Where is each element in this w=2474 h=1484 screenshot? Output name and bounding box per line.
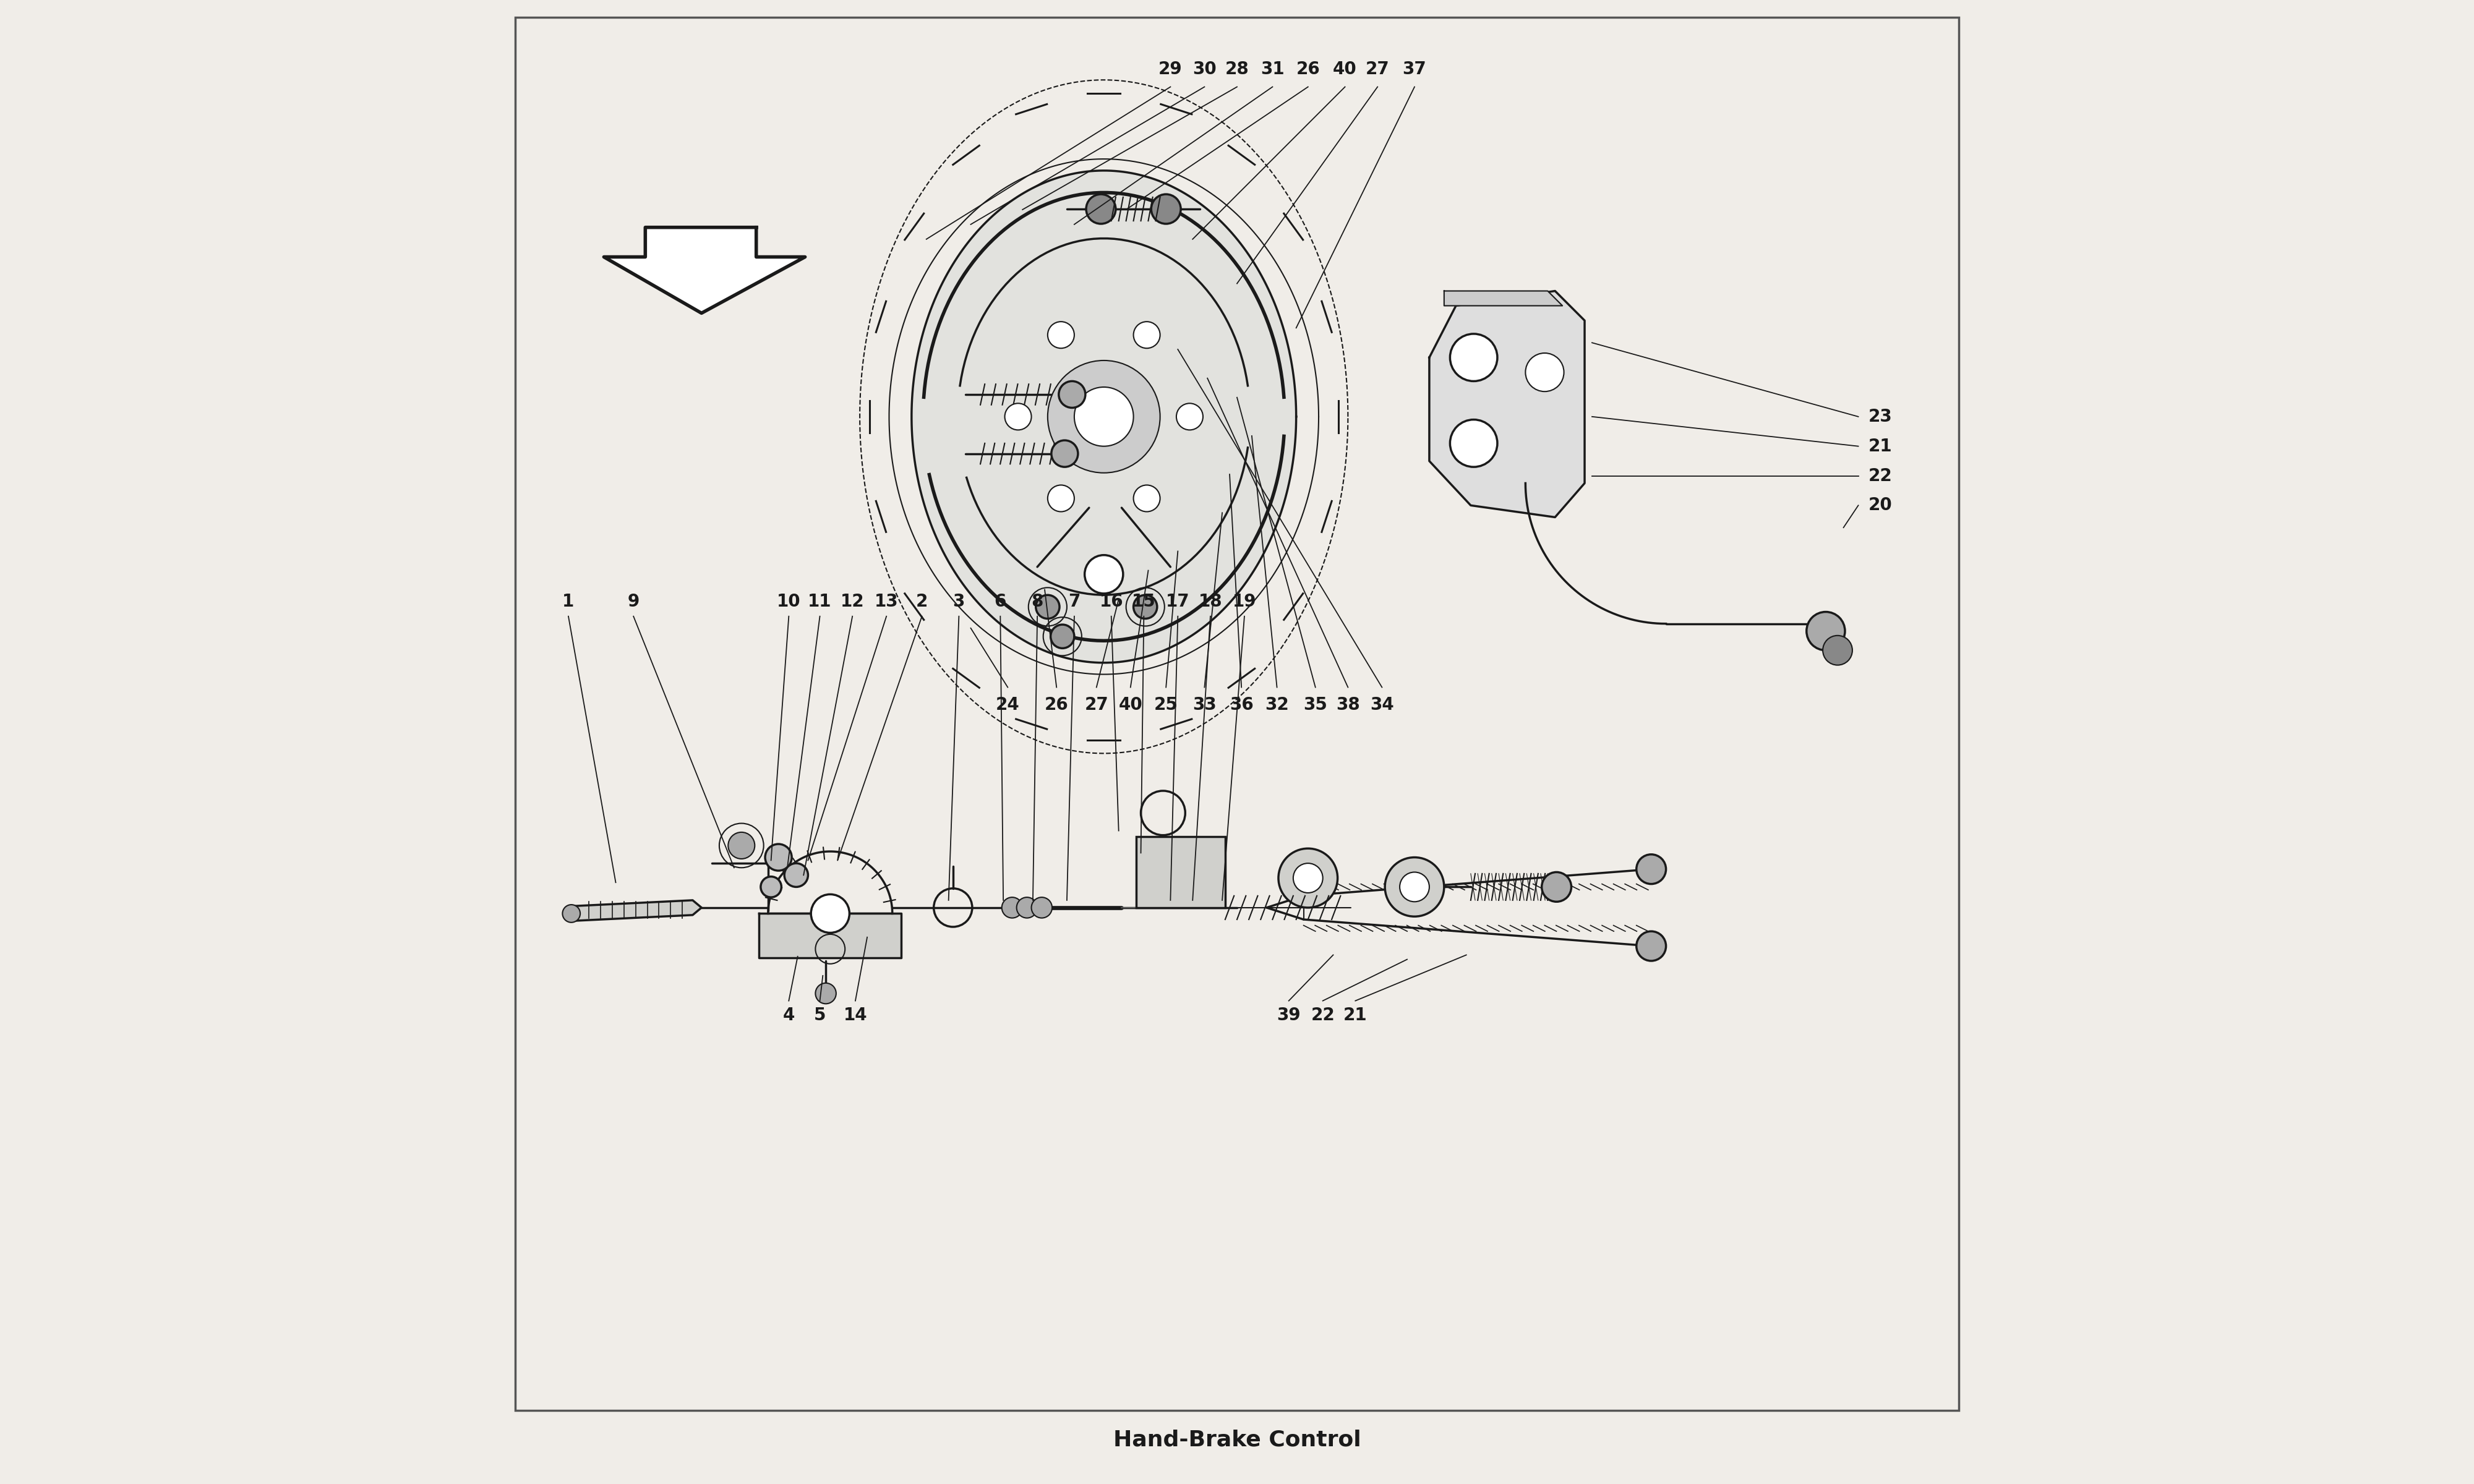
Circle shape (1037, 595, 1059, 619)
Circle shape (1806, 611, 1846, 650)
Polygon shape (1430, 291, 1586, 518)
Text: 19: 19 (1232, 592, 1257, 610)
Text: 10: 10 (777, 592, 802, 610)
Text: 16: 16 (1098, 592, 1123, 610)
Circle shape (1279, 849, 1338, 908)
Text: 24: 24 (995, 696, 1019, 714)
Text: 35: 35 (1304, 696, 1329, 714)
Circle shape (760, 877, 782, 898)
Text: 20: 20 (1868, 497, 1893, 513)
Circle shape (1541, 873, 1571, 902)
Text: 13: 13 (873, 592, 898, 610)
Text: 30: 30 (1192, 61, 1217, 77)
Circle shape (1047, 485, 1074, 512)
Circle shape (1385, 858, 1445, 917)
Circle shape (1133, 485, 1160, 512)
Text: 22: 22 (1868, 467, 1893, 484)
Circle shape (1450, 334, 1497, 381)
Text: 22: 22 (1311, 1008, 1336, 1024)
Polygon shape (604, 227, 804, 313)
Text: 6: 6 (995, 592, 1007, 610)
Text: 14: 14 (844, 1008, 868, 1024)
Text: 8: 8 (1032, 592, 1044, 610)
Text: 40: 40 (1118, 696, 1143, 714)
Text: 36: 36 (1230, 696, 1254, 714)
Circle shape (1175, 404, 1202, 430)
Circle shape (1074, 387, 1133, 447)
Circle shape (1004, 404, 1032, 430)
Text: 7: 7 (1069, 592, 1081, 610)
Text: 18: 18 (1197, 592, 1222, 610)
Circle shape (1133, 322, 1160, 349)
Text: 26: 26 (1044, 696, 1069, 714)
Text: 4: 4 (782, 1008, 794, 1024)
Polygon shape (1445, 291, 1564, 306)
Text: 5: 5 (814, 1008, 826, 1024)
Text: 37: 37 (1403, 61, 1427, 77)
Text: 27: 27 (1366, 61, 1390, 77)
Text: 34: 34 (1371, 696, 1393, 714)
Text: Hand-Brake Control: Hand-Brake Control (1113, 1429, 1361, 1450)
Text: 25: 25 (1153, 696, 1178, 714)
Text: 21: 21 (1343, 1008, 1368, 1024)
Circle shape (1400, 873, 1430, 902)
Text: 38: 38 (1336, 696, 1361, 714)
Text: 21: 21 (1868, 438, 1893, 456)
Text: 40: 40 (1333, 61, 1356, 77)
Text: 39: 39 (1277, 1008, 1301, 1024)
Circle shape (811, 895, 849, 933)
Polygon shape (571, 901, 703, 922)
Text: 12: 12 (841, 592, 863, 610)
Circle shape (1002, 898, 1022, 919)
Text: 28: 28 (1225, 61, 1249, 77)
Circle shape (816, 982, 836, 1003)
Bar (1136, 837, 1225, 908)
Polygon shape (760, 914, 901, 957)
Circle shape (1059, 381, 1086, 408)
Text: 27: 27 (1084, 696, 1108, 714)
Circle shape (1051, 441, 1079, 467)
Circle shape (1635, 932, 1665, 960)
Text: 33: 33 (1192, 696, 1217, 714)
Polygon shape (910, 171, 1296, 663)
Circle shape (1086, 194, 1116, 224)
Circle shape (1017, 898, 1037, 919)
Circle shape (1047, 361, 1160, 473)
Circle shape (764, 844, 792, 871)
Circle shape (1084, 555, 1123, 594)
Text: 2: 2 (915, 592, 928, 610)
Text: 29: 29 (1158, 61, 1183, 77)
Text: 17: 17 (1165, 592, 1190, 610)
Circle shape (1294, 864, 1324, 893)
Circle shape (1047, 322, 1074, 349)
Circle shape (1635, 855, 1665, 884)
Circle shape (1526, 353, 1564, 392)
Text: 11: 11 (809, 592, 831, 610)
Circle shape (1150, 194, 1180, 224)
Circle shape (1450, 420, 1497, 467)
Circle shape (1032, 898, 1051, 919)
Circle shape (784, 864, 809, 887)
Circle shape (1051, 625, 1074, 649)
Circle shape (562, 905, 581, 923)
Text: 23: 23 (1868, 408, 1893, 426)
Text: 15: 15 (1131, 592, 1155, 610)
Text: 26: 26 (1296, 61, 1321, 77)
Circle shape (1823, 635, 1853, 665)
Text: 3: 3 (952, 592, 965, 610)
Text: 32: 32 (1264, 696, 1289, 714)
Text: 31: 31 (1262, 61, 1284, 77)
Text: 9: 9 (628, 592, 638, 610)
Circle shape (727, 833, 755, 859)
Text: 1: 1 (562, 592, 574, 610)
Circle shape (1133, 595, 1158, 619)
